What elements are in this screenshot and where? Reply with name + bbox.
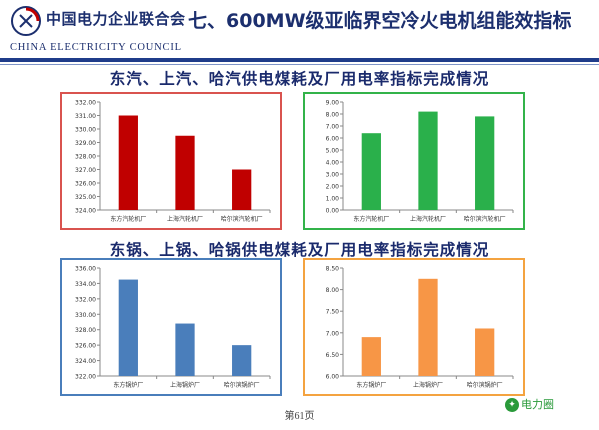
- bar-2: [232, 169, 252, 210]
- x-tick-label: 上海汽轮机厂: [410, 215, 446, 223]
- chart-svg: 0.00 1.00 2.00 3.00 4.00 5.00 6.00 7.00 8.00 9.00…: [326, 100, 514, 223]
- y-tick-label: 334.00: [75, 281, 96, 288]
- watermark: ✦ 电力圈: [505, 396, 554, 412]
- y-tick-label: 7.00: [326, 124, 340, 131]
- y-tick-label: 0.00: [326, 208, 340, 215]
- page-number: 第61页: [284, 411, 315, 422]
- bar-0: [361, 337, 381, 376]
- y-tick-label: 4.00: [326, 160, 340, 167]
- wechat-icon: ✦: [505, 398, 519, 412]
- y-tick-label: 327.00: [75, 167, 96, 174]
- watermark-text: 电力圈: [521, 398, 554, 411]
- y-tick-label: 326.00: [75, 181, 96, 188]
- org-name: 中国电力企业联合会: [46, 10, 186, 28]
- header-rule-thin: [0, 64, 599, 65]
- x-tick-label: 哈尔滨汽轮机厂: [464, 215, 506, 223]
- y-tick-label: 329.00: [75, 140, 96, 147]
- x-tick-label: 上海汽轮机厂: [167, 215, 203, 223]
- y-tick-label: 8.50: [326, 266, 340, 273]
- chart-turbine-coal-consumption: 324.00 325.00 326.00 327.00 328.00 329.00 330.…: [60, 92, 282, 230]
- header-rule: [0, 58, 599, 62]
- chart-boiler-coal-consumption: 322.00 324.00 326.00 328.00 330.00 332.00 334.…: [60, 258, 282, 396]
- page-title: 七、600MW级亚临界空冷火电机组能效指标: [188, 10, 572, 32]
- chart-svg: 324.00 325.00 326.00 327.00 328.00 329.00 330.…: [75, 100, 271, 223]
- x-tick-label: 东方汽轮机厂: [110, 215, 146, 223]
- y-tick-label: 7.00: [326, 330, 340, 337]
- bar-2: [475, 328, 495, 376]
- x-tick-label: 东方锅炉厂: [113, 381, 143, 389]
- bar-2: [232, 345, 252, 376]
- y-tick-label: 328.00: [75, 154, 96, 161]
- section-title-turbines: 东汽、上汽、哈汽供电煤耗及厂用电率指标完成情况: [109, 70, 490, 88]
- bar-2: [475, 116, 495, 210]
- x-tick-label: 上海锅炉厂: [413, 381, 443, 389]
- x-tick-label: 上海锅炉厂: [170, 381, 200, 389]
- bar-0: [118, 279, 138, 376]
- chart-svg: 322.00 324.00 326.00 328.00 330.00 332.00 334.…: [75, 266, 271, 389]
- y-tick-label: 8.00: [326, 287, 340, 294]
- bar-0: [118, 115, 138, 210]
- bar-1: [175, 323, 195, 376]
- chart-boiler-aux-power-rate: 6.00 6.50 7.00 7.50 8.00 8.50 东方锅炉厂 上海锅炉厂 哈尔滨锅炉厂: [303, 258, 525, 396]
- y-tick-label: 336.00: [75, 266, 96, 273]
- x-tick-label: 哈尔滨锅炉厂: [224, 381, 260, 389]
- y-tick-label: 331.00: [75, 113, 96, 120]
- y-tick-label: 324.00: [75, 208, 96, 215]
- bar-0: [361, 133, 381, 210]
- y-tick-label: 332.00: [75, 296, 96, 303]
- y-tick-label: 9.00: [326, 100, 340, 107]
- y-tick-label: 6.00: [326, 374, 340, 381]
- slide-header: 中国电力企业联合会 CHINA ELECTRICITY COUNCIL 七、60…: [0, 0, 599, 65]
- x-tick-label: 哈尔滨汽轮机厂: [221, 215, 263, 223]
- bar-1: [418, 278, 438, 376]
- x-tick-label: 东方锅炉厂: [356, 381, 386, 389]
- chart-svg: 6.00 6.50 7.00 7.50 8.00 8.50 东方锅炉厂 上海锅炉厂 哈尔滨锅炉厂: [326, 266, 514, 389]
- org-name-en: CHINA ELECTRICITY COUNCIL: [10, 42, 182, 53]
- y-tick-label: 5.00: [326, 148, 340, 155]
- y-tick-label: 325.00: [75, 194, 96, 201]
- y-tick-label: 7.50: [326, 309, 340, 316]
- y-tick-label: 6.50: [326, 352, 340, 359]
- y-tick-label: 8.00: [326, 112, 340, 119]
- bar-1: [418, 111, 438, 210]
- x-tick-label: 哈尔滨锅炉厂: [467, 381, 503, 389]
- y-tick-label: 324.00: [75, 358, 96, 365]
- x-tick-label: 东方汽轮机厂: [353, 215, 389, 223]
- y-tick-label: 6.00: [326, 136, 340, 143]
- y-tick-label: 326.00: [75, 343, 96, 350]
- y-tick-label: 330.00: [75, 312, 96, 319]
- y-tick-label: 2.00: [326, 184, 340, 191]
- y-tick-label: 330.00: [75, 127, 96, 134]
- section-title-boilers: 东锅、上锅、哈锅供电煤耗及厂用电率指标完成情况: [109, 241, 490, 259]
- chart-turbine-aux-power-rate: 0.00 1.00 2.00 3.00 4.00 5.00 6.00 7.00 8.00 9.00…: [303, 92, 525, 230]
- y-tick-label: 1.00: [326, 196, 340, 203]
- bar-1: [175, 135, 195, 210]
- y-tick-label: 332.00: [75, 100, 96, 107]
- cec-logo-icon: [11, 6, 41, 36]
- y-tick-label: 322.00: [75, 374, 96, 381]
- y-tick-label: 3.00: [326, 172, 340, 179]
- y-tick-label: 328.00: [75, 327, 96, 334]
